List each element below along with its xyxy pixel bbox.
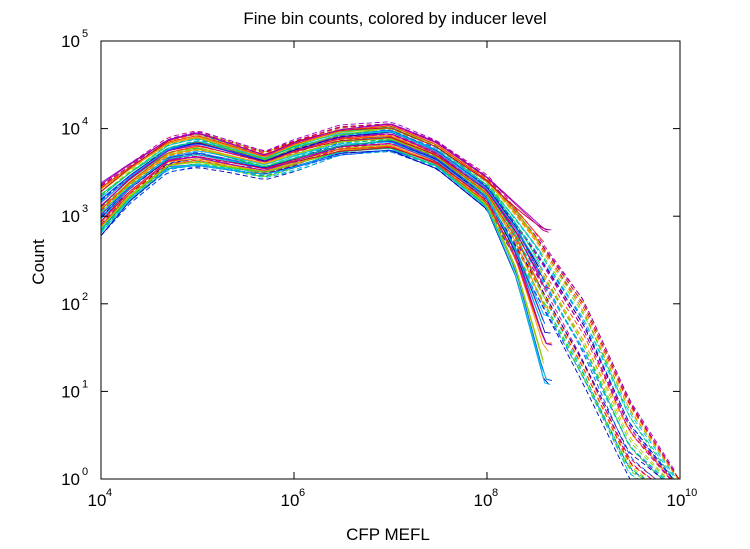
y-tick-exponent: 0 (82, 466, 88, 478)
x-tick-exponent: 8 (492, 487, 498, 499)
solid-series-line (101, 146, 552, 345)
plot-frame (100, 40, 681, 480)
x-tick-exponent: 10 (685, 487, 697, 499)
plot-area (100, 40, 681, 480)
dashed-series-line (101, 121, 676, 471)
solid-series-line (101, 131, 543, 255)
y-tick-label: 10 (61, 32, 80, 51)
y-tick-exponent: 4 (82, 116, 88, 128)
y-axis-label: Count (29, 239, 48, 285)
plot-background (101, 41, 680, 479)
solid-series-line (101, 130, 544, 271)
solid-series-line (101, 123, 552, 231)
y-tick-label: 10 (61, 295, 80, 314)
dashed-series-line (101, 124, 679, 479)
solid-series-line (101, 133, 541, 276)
y-tick-exponent: 5 (82, 28, 88, 40)
dashed-series-line (101, 142, 657, 479)
y-tick-label: 10 (61, 120, 80, 139)
y-tick-exponent: 2 (82, 291, 88, 303)
dashed-series-line (101, 147, 647, 479)
x-tick-label: 10 (88, 491, 107, 510)
dashed-series-line (101, 151, 646, 479)
x-tick-label: 10 (474, 491, 493, 510)
dashed-series-line (101, 151, 637, 479)
y-tick-label: 10 (61, 382, 80, 401)
y-tick-label: 10 (61, 207, 80, 226)
x-axis-label: CFP MEFL (346, 525, 430, 544)
x-tick-label: 10 (667, 491, 686, 510)
solid-series-line (101, 125, 545, 243)
solid-series-line (101, 141, 550, 318)
y-tick-exponent: 3 (82, 203, 88, 215)
dashed-series-line (101, 139, 665, 479)
x-tick-exponent: 6 (299, 487, 305, 499)
dashed-series-line (101, 145, 652, 479)
x-tick-label: 10 (281, 491, 300, 510)
chart-title: Fine bin counts, colored by inducer leve… (243, 9, 546, 28)
y-tick-label: 10 (61, 470, 80, 489)
x-tick-exponent: 4 (106, 487, 112, 499)
x-axis: 10 4 10 6 10 8 10 10 (88, 41, 697, 510)
series-layer (101, 121, 680, 479)
solid-series-line (101, 142, 545, 340)
y-tick-exponent: 1 (82, 378, 88, 390)
